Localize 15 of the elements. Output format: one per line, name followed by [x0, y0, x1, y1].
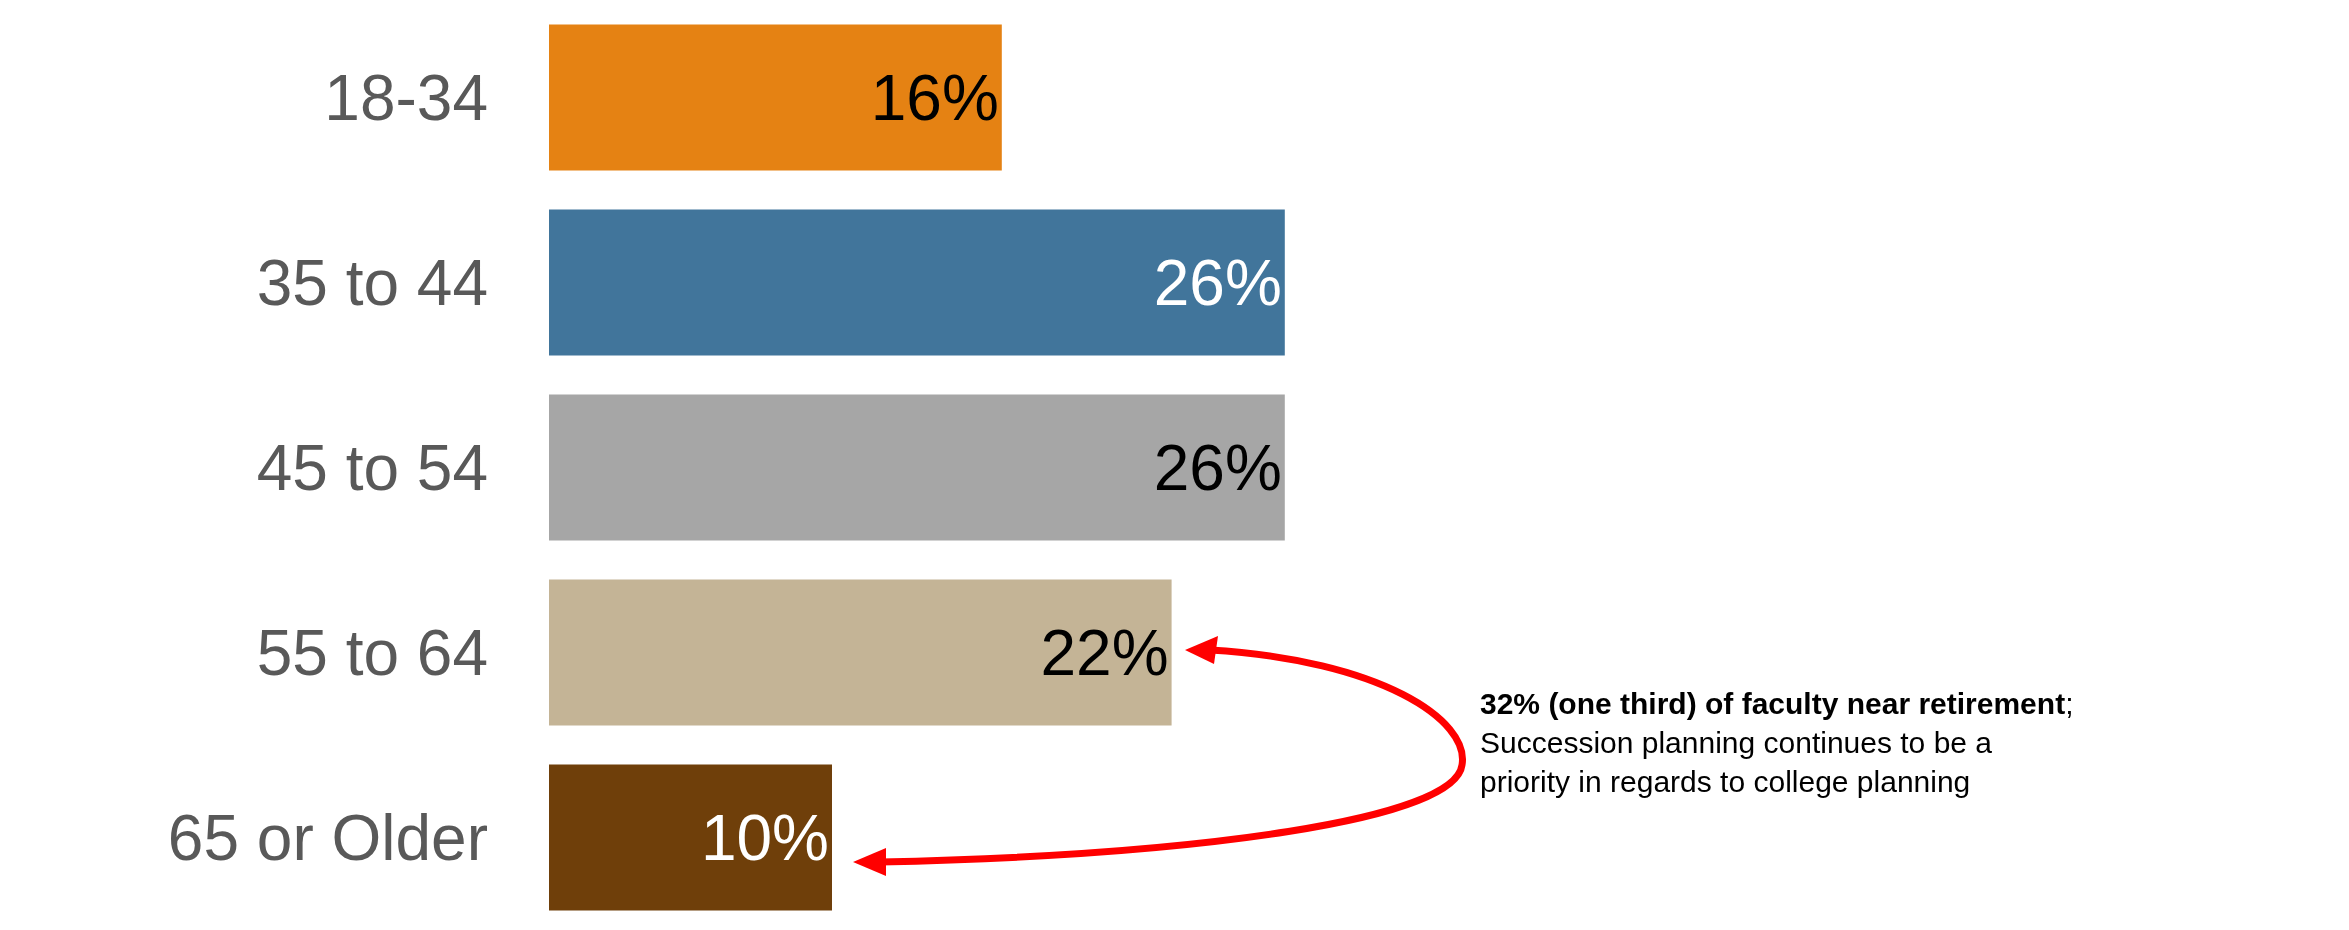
text: 32% (one third) of faculty near retirement; Succession planning continues to be a priority in regards to college planning [1480, 687, 2074, 798]
data-label: 10% [700, 801, 829, 874]
y-tick-label: 18-34 [324, 61, 488, 134]
data-label: 26% [1153, 431, 1282, 504]
data-label: 26% [1153, 246, 1282, 319]
y-tick-label: 65 or Older [167, 801, 488, 874]
bar [549, 764, 832, 911]
bar [549, 24, 1002, 171]
bar [549, 209, 1285, 356]
data-label: 16% [870, 61, 999, 134]
data-label: 22% [1040, 616, 1169, 689]
y-tick-label: 35 to 44 [256, 246, 488, 319]
y-tick-label: 55 to 64 [256, 616, 488, 689]
bar [549, 394, 1285, 541]
y-tick-label: 45 to 54 [256, 431, 488, 504]
